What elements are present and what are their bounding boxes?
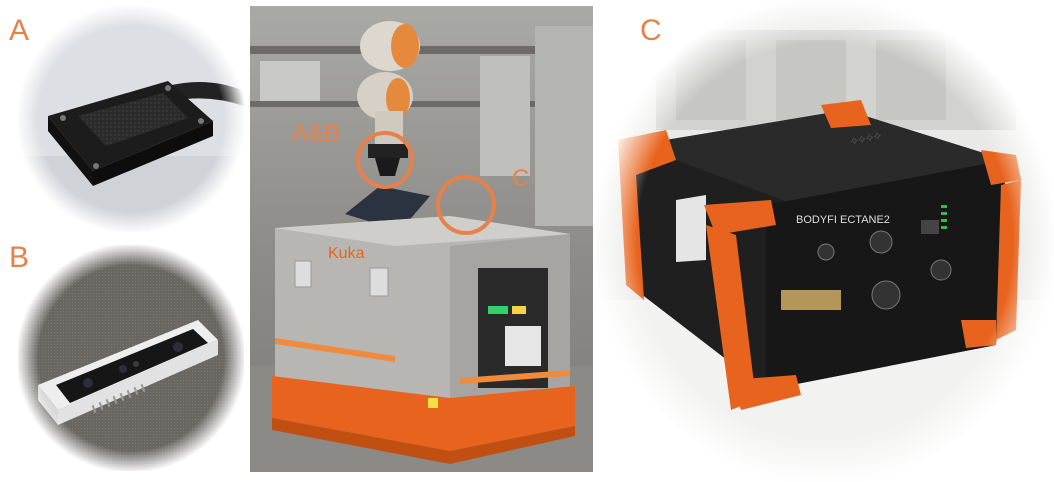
- marker-label-c: C: [512, 165, 529, 192]
- svg-text:⟡⟡⟡⟡: ⟡⟡⟡⟡: [849, 128, 883, 148]
- photo-force-sensor: [18, 6, 244, 232]
- marker-circle-ab: [356, 131, 414, 189]
- marker-circle-c: [436, 175, 496, 235]
- robot-brand-text: Kuka: [328, 245, 365, 262]
- photo-mobile-robot: Kuka A&B C: [250, 6, 593, 472]
- photo-acquisition-unit: ⟡⟡⟡⟡ BODYFI ECTANE2: [596, 0, 1054, 482]
- marker-label-ab: A&B: [292, 120, 340, 147]
- photo-depth-camera: [18, 245, 244, 471]
- device-brand-text: BODYFI ECTANE2: [796, 214, 890, 226]
